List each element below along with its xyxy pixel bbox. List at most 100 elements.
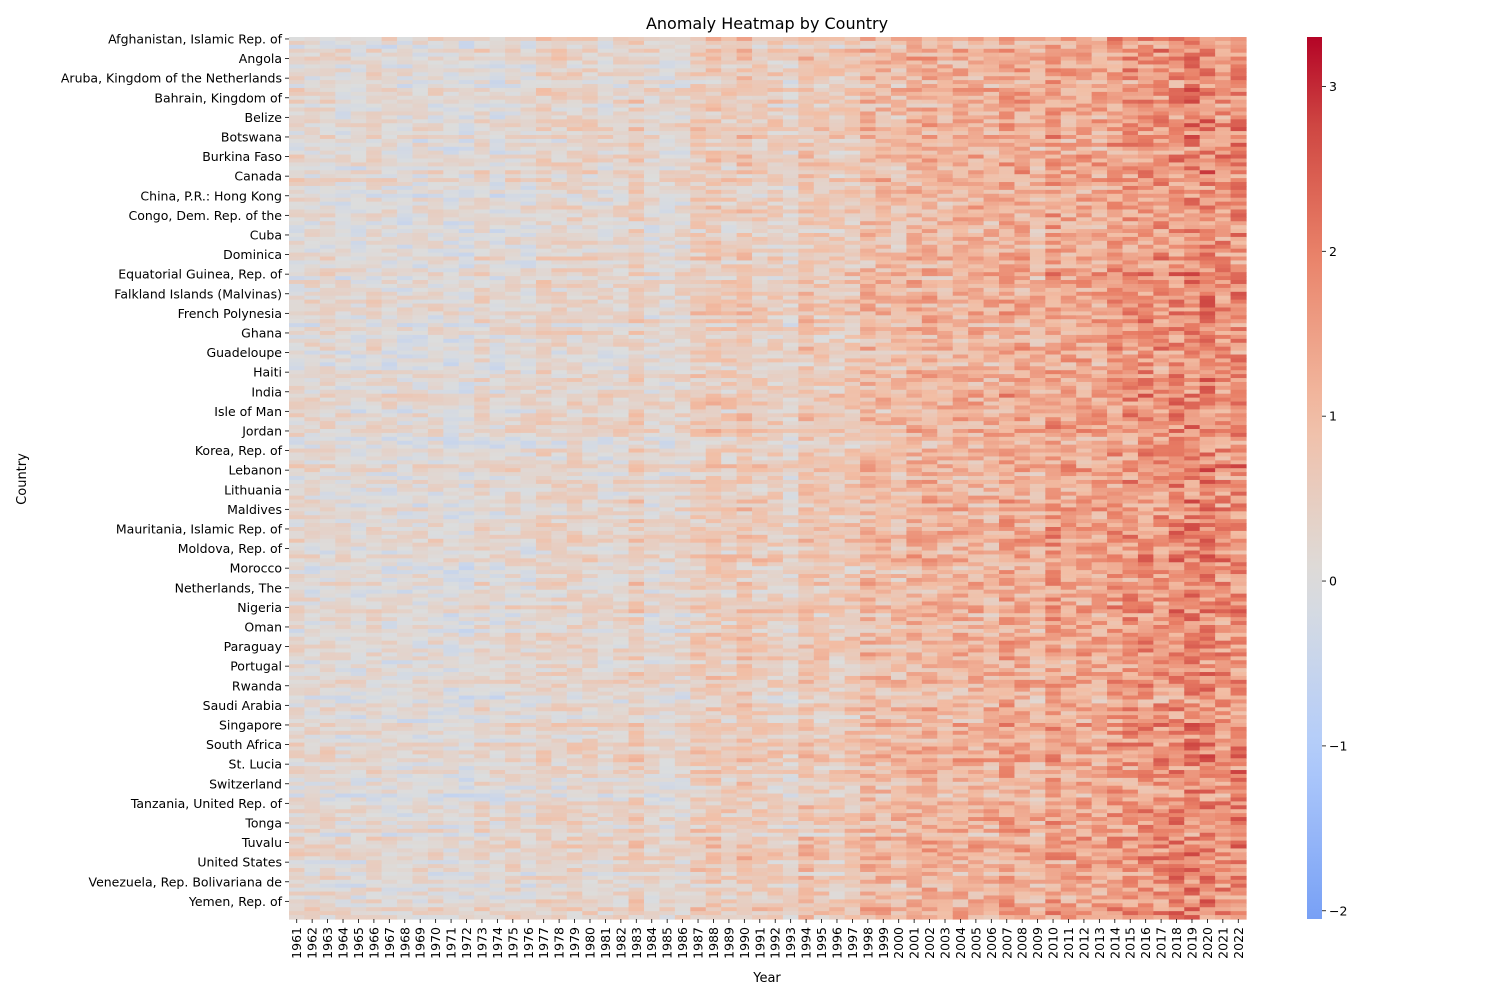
heatmap-cell bbox=[551, 648, 568, 654]
heatmap-cell bbox=[474, 883, 491, 889]
heatmap-cell bbox=[566, 401, 583, 407]
heatmap-cell bbox=[381, 891, 398, 897]
heatmap-cell bbox=[474, 550, 491, 556]
heatmap-cell bbox=[381, 660, 398, 665]
heatmap-cell bbox=[458, 813, 475, 818]
heatmap-cell bbox=[613, 589, 630, 595]
heatmap-cell bbox=[613, 221, 630, 226]
heatmap-cell bbox=[582, 287, 599, 293]
heatmap-cell bbox=[427, 334, 444, 340]
heatmap-cell bbox=[289, 554, 306, 559]
heatmap-cell bbox=[535, 91, 553, 97]
heatmap-cell bbox=[582, 158, 599, 164]
heatmap-cell bbox=[335, 887, 352, 893]
heatmap-cell bbox=[350, 766, 367, 771]
heatmap-cell bbox=[520, 824, 537, 830]
heatmap-cell bbox=[505, 762, 522, 767]
heatmap-cell bbox=[505, 777, 522, 783]
heatmap-cell bbox=[397, 217, 414, 222]
heatmap-cell bbox=[304, 570, 321, 575]
heatmap-cell bbox=[520, 915, 537, 920]
heatmap-cell bbox=[427, 91, 444, 97]
heatmap-cell bbox=[597, 617, 614, 622]
heatmap-cell bbox=[505, 64, 522, 69]
heatmap-cell bbox=[304, 84, 321, 89]
heatmap-cell bbox=[489, 527, 506, 532]
heatmap-cell bbox=[319, 511, 336, 516]
heatmap-cell bbox=[366, 48, 383, 54]
heatmap-cell bbox=[458, 84, 475, 89]
heatmap-cell bbox=[289, 707, 306, 712]
heatmap-cell bbox=[397, 777, 414, 783]
heatmap-cell bbox=[335, 777, 352, 783]
heatmap-cell bbox=[397, 37, 414, 42]
heatmap-cell bbox=[628, 135, 645, 140]
heatmap-cell bbox=[319, 425, 336, 430]
heatmap-cell bbox=[366, 656, 383, 661]
heatmap-cell bbox=[597, 868, 614, 873]
heatmap-cell bbox=[366, 213, 383, 218]
heatmap-cell bbox=[474, 385, 491, 391]
heatmap-cell bbox=[381, 589, 398, 595]
heatmap-cell bbox=[489, 229, 506, 234]
heatmap-cell bbox=[520, 746, 537, 752]
heatmap-cell bbox=[582, 40, 599, 46]
heatmap-cell bbox=[319, 68, 336, 73]
heatmap-cell bbox=[427, 142, 444, 148]
heatmap-cell bbox=[335, 205, 352, 211]
heatmap-cell bbox=[427, 789, 444, 795]
heatmap-cell bbox=[397, 609, 414, 614]
heatmap-cell bbox=[381, 746, 398, 752]
heatmap-cell bbox=[551, 358, 568, 363]
heatmap-cell bbox=[304, 264, 321, 269]
heatmap-cell bbox=[489, 123, 506, 128]
heatmap-cell bbox=[335, 487, 352, 493]
heatmap-cell bbox=[397, 315, 414, 320]
heatmap-cell bbox=[597, 593, 614, 599]
heatmap-cell bbox=[319, 519, 336, 524]
heatmap-cell bbox=[304, 338, 321, 344]
heatmap-cell bbox=[289, 597, 306, 603]
heatmap-cell bbox=[412, 711, 429, 716]
heatmap-cell bbox=[582, 879, 599, 885]
heatmap-cell bbox=[520, 311, 537, 316]
heatmap-cell bbox=[520, 589, 537, 595]
heatmap-cell bbox=[335, 479, 352, 485]
heatmap-cell bbox=[335, 550, 352, 556]
heatmap-cell bbox=[582, 244, 599, 250]
heatmap-cell bbox=[381, 72, 398, 77]
heatmap-cell bbox=[289, 887, 306, 893]
heatmap-cell bbox=[381, 135, 398, 140]
heatmap-cell bbox=[289, 691, 306, 697]
heatmap-cell bbox=[381, 37, 398, 42]
heatmap-cell bbox=[381, 734, 398, 740]
heatmap-cell bbox=[335, 793, 352, 799]
heatmap-cell bbox=[350, 527, 367, 532]
heatmap-cell bbox=[427, 613, 444, 618]
heatmap-cell bbox=[505, 452, 522, 458]
heatmap-cell bbox=[381, 287, 398, 293]
heatmap-cell bbox=[520, 248, 537, 254]
heatmap-cell bbox=[366, 911, 383, 916]
heatmap-cell bbox=[412, 448, 429, 454]
heatmap-cell bbox=[505, 483, 522, 489]
heatmap-cell bbox=[350, 174, 367, 179]
heatmap-cell bbox=[443, 460, 460, 465]
heatmap-cell bbox=[582, 291, 599, 297]
heatmap-cell bbox=[582, 350, 599, 356]
heatmap-cell bbox=[381, 534, 398, 540]
heatmap-cell bbox=[304, 40, 321, 46]
heatmap-cell bbox=[412, 468, 429, 473]
heatmap-cell bbox=[458, 605, 475, 610]
heatmap-cell bbox=[458, 452, 475, 458]
heatmap-cell bbox=[397, 233, 414, 238]
heatmap-cell bbox=[566, 272, 583, 277]
heatmap-cell bbox=[597, 303, 614, 309]
heatmap-cell bbox=[535, 511, 553, 516]
heatmap-cell bbox=[566, 178, 583, 183]
heatmap-cell bbox=[566, 707, 583, 712]
heatmap-cell bbox=[289, 742, 306, 748]
heatmap-cell bbox=[458, 205, 475, 211]
heatmap-cell bbox=[350, 464, 367, 469]
heatmap-cell bbox=[289, 534, 306, 540]
